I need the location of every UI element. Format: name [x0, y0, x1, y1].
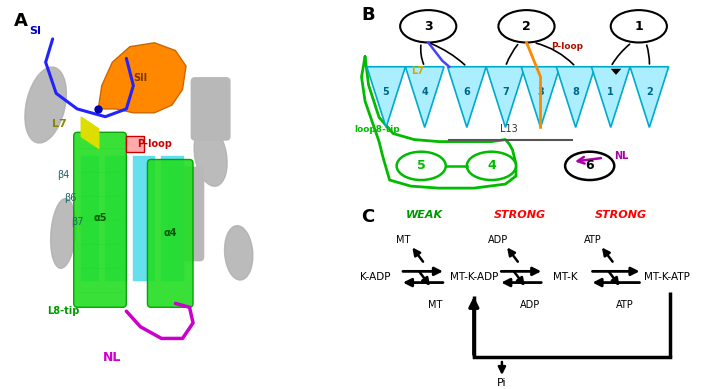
Text: SI: SI — [29, 26, 41, 36]
Text: loop8-tip: loop8-tip — [355, 125, 400, 134]
Text: WEAK: WEAK — [406, 210, 443, 220]
Polygon shape — [406, 67, 444, 128]
Circle shape — [498, 10, 555, 42]
Text: MT-K-ATP: MT-K-ATP — [644, 272, 690, 282]
Text: Pi: Pi — [497, 378, 507, 388]
Text: 3: 3 — [537, 87, 544, 97]
FancyBboxPatch shape — [126, 136, 144, 152]
Polygon shape — [521, 67, 560, 128]
Text: 1: 1 — [607, 87, 614, 97]
Ellipse shape — [51, 198, 76, 268]
Text: 7: 7 — [502, 87, 509, 97]
Polygon shape — [448, 67, 486, 128]
Text: L8-tip: L8-tip — [47, 306, 79, 316]
Text: L7: L7 — [52, 119, 67, 130]
Text: P-loop: P-loop — [551, 42, 583, 51]
Text: 8: 8 — [572, 87, 579, 97]
Circle shape — [400, 10, 456, 42]
Text: β7: β7 — [71, 217, 84, 227]
Text: β6: β6 — [64, 193, 77, 203]
FancyBboxPatch shape — [81, 156, 98, 280]
Circle shape — [565, 152, 614, 180]
Polygon shape — [591, 67, 630, 128]
Text: SII: SII — [133, 73, 147, 83]
Text: ADP: ADP — [489, 235, 508, 245]
Text: A: A — [14, 12, 28, 30]
Text: ADP: ADP — [520, 300, 540, 310]
FancyBboxPatch shape — [105, 156, 126, 280]
FancyBboxPatch shape — [168, 167, 204, 261]
Text: 1: 1 — [635, 20, 643, 33]
Text: 5: 5 — [383, 87, 390, 97]
Text: 2: 2 — [646, 87, 653, 97]
Text: α5: α5 — [93, 213, 107, 223]
Polygon shape — [611, 69, 621, 75]
Text: 6: 6 — [585, 159, 594, 172]
Text: NL: NL — [614, 151, 628, 161]
Ellipse shape — [25, 67, 67, 143]
Text: L7: L7 — [411, 66, 424, 76]
Text: K-ADP: K-ADP — [360, 272, 391, 282]
Text: ATP: ATP — [616, 300, 634, 310]
Text: L13: L13 — [500, 123, 518, 133]
Text: 4: 4 — [421, 87, 428, 97]
FancyBboxPatch shape — [147, 159, 193, 307]
FancyBboxPatch shape — [191, 78, 230, 140]
Text: 6: 6 — [463, 87, 470, 97]
Text: MT: MT — [428, 300, 442, 310]
Text: ATP: ATP — [584, 235, 602, 245]
Circle shape — [611, 10, 667, 42]
Polygon shape — [367, 67, 406, 128]
Polygon shape — [98, 43, 186, 113]
Ellipse shape — [194, 125, 227, 186]
Text: MT: MT — [397, 235, 411, 245]
FancyBboxPatch shape — [74, 132, 126, 307]
Polygon shape — [630, 67, 668, 128]
Text: C: C — [362, 208, 375, 226]
Polygon shape — [486, 67, 525, 128]
FancyBboxPatch shape — [161, 156, 183, 280]
Text: 2: 2 — [522, 20, 531, 33]
Text: 4: 4 — [487, 159, 496, 172]
Text: MT-K: MT-K — [552, 272, 578, 282]
Text: STRONG: STRONG — [494, 210, 545, 220]
Text: B: B — [362, 6, 375, 24]
Text: α4: α4 — [164, 228, 177, 238]
Text: P-loop: P-loop — [137, 139, 172, 149]
Circle shape — [467, 152, 516, 180]
Text: 3: 3 — [424, 20, 432, 33]
FancyBboxPatch shape — [133, 156, 154, 280]
Text: β4: β4 — [57, 170, 69, 180]
Polygon shape — [557, 67, 595, 128]
Circle shape — [397, 152, 446, 180]
Text: STRONG: STRONG — [595, 210, 647, 220]
Text: 5: 5 — [417, 159, 425, 172]
Text: MT-K-ADP: MT-K-ADP — [450, 272, 498, 282]
Ellipse shape — [225, 226, 253, 280]
Text: NL: NL — [103, 351, 121, 364]
